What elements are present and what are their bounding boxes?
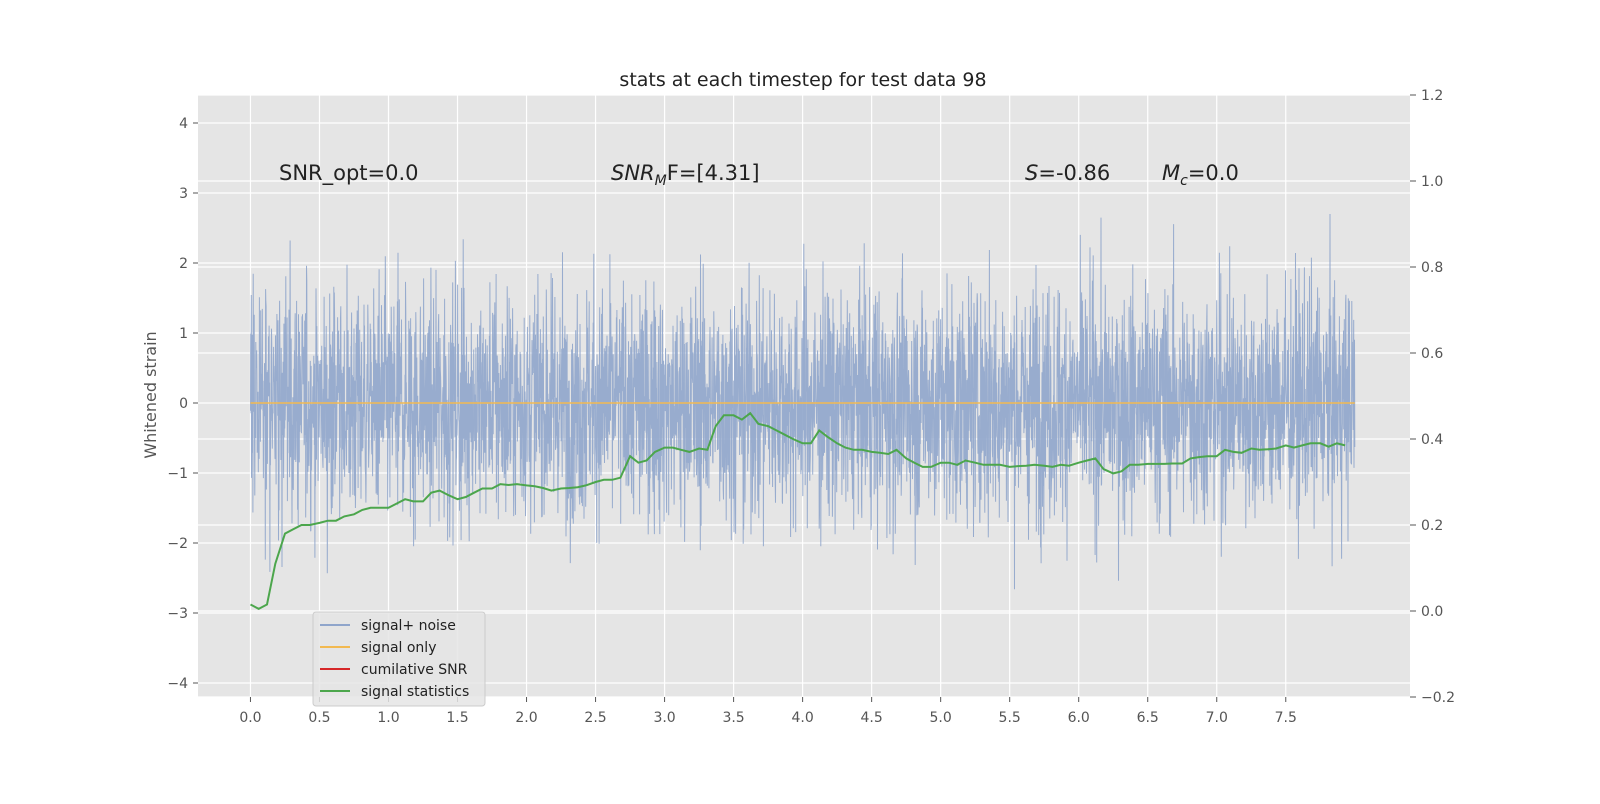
y2-tick-label: 1.2: [1421, 88, 1443, 104]
annotation-mc: Mc=0.0: [1162, 161, 1239, 189]
legend-label: cumilative SNR: [361, 662, 468, 678]
x-tick-label: 2.5: [584, 710, 606, 726]
y-tick-label: 4: [179, 116, 188, 132]
annotation-snr-mf-sub: M: [655, 173, 667, 189]
x-tick-label: 0.0: [239, 710, 261, 726]
y2-tick-label: 0.6: [1421, 346, 1443, 362]
y2-tick-label: 0.8: [1421, 260, 1443, 276]
annotation-mc-sub: c: [1180, 173, 1188, 189]
x-tick-label: 6.0: [1068, 710, 1090, 726]
y2-tick-label: −0.2: [1421, 690, 1455, 706]
annotation-s: S=-0.86: [1025, 161, 1110, 185]
annotation-s-rest: =-0.86: [1038, 161, 1110, 185]
annotation-snr-mf-main: SNR: [611, 161, 655, 185]
annotation-snr-opt: SNR_opt=0.0: [279, 161, 419, 186]
x-tick-label: 3.0: [653, 710, 675, 726]
y-tick-label: 3: [179, 186, 188, 202]
legend-box: [312, 611, 486, 707]
legend-items: signal+ noise signal only cumilative SNR si…: [320, 618, 469, 700]
annotations: SNR_opt=0.0 SNRMF=[4.31] S=-0.86 Mc=0.0: [279, 161, 1239, 189]
y2-tick-label: 1.0: [1421, 174, 1443, 190]
y2-tick-label: 0.2: [1421, 518, 1443, 534]
x-tick-label: 3.5: [722, 710, 744, 726]
legend-label: signal only: [361, 640, 436, 656]
y-tick-label: −3: [167, 606, 188, 622]
legend: signal+ noise signal only cumilative SNR si…: [312, 611, 486, 707]
x-tick-label: 5.5: [999, 710, 1021, 726]
y-tick-label: 1: [179, 326, 188, 342]
y-tick-label: 0: [179, 396, 188, 412]
chart-title: stats at each timestep for test data 98: [619, 69, 986, 91]
x-tick-label: 7.5: [1275, 710, 1297, 726]
y2-tick-label: 0.4: [1421, 432, 1443, 448]
x-tick-label: 5.0: [930, 710, 952, 726]
legend-label: signal+ noise: [361, 618, 456, 634]
annotation-mc-rest: =0.0: [1188, 161, 1239, 185]
y-tick-label: 2: [179, 256, 188, 272]
x-tick-label: 6.5: [1137, 710, 1159, 726]
series-signal-statistics: [250, 411, 1346, 611]
x-tick-label: 4.0: [791, 710, 813, 726]
x-tick-label: 2.0: [515, 710, 537, 726]
y-tick-label: −2: [167, 536, 188, 552]
series-signal-noise: [250, 213, 1356, 590]
axes-layer: 0.0 0.5 1.0 1.5 2.0 2.5 3.0 3.5 4.0 4.5 5.0 5.5 6.0 6…: [167, 88, 1455, 726]
annotation-snr-mf: SNRMF=[4.31]: [611, 161, 760, 189]
y-tick-label: −4: [167, 676, 188, 692]
legend-label: signal statistics: [361, 684, 469, 700]
y-tick-label: −1: [167, 466, 188, 482]
series-layer: [250, 213, 1356, 611]
x-tick-label: 0.5: [308, 710, 330, 726]
x-tick-label: 1.5: [446, 710, 468, 726]
x-tick-label: 7.0: [1206, 710, 1228, 726]
annotation-snr-mf-rest: F=[4.31]: [667, 161, 760, 185]
y2-tick-label: 0.0: [1421, 604, 1443, 620]
annotation-mc-main: M: [1162, 161, 1180, 185]
annotation-s-italic: S: [1025, 161, 1038, 185]
x-tick-label: 4.5: [861, 710, 883, 726]
x-tick-label: 1.0: [377, 710, 399, 726]
y-axis-label: Whitened strain: [141, 331, 160, 458]
